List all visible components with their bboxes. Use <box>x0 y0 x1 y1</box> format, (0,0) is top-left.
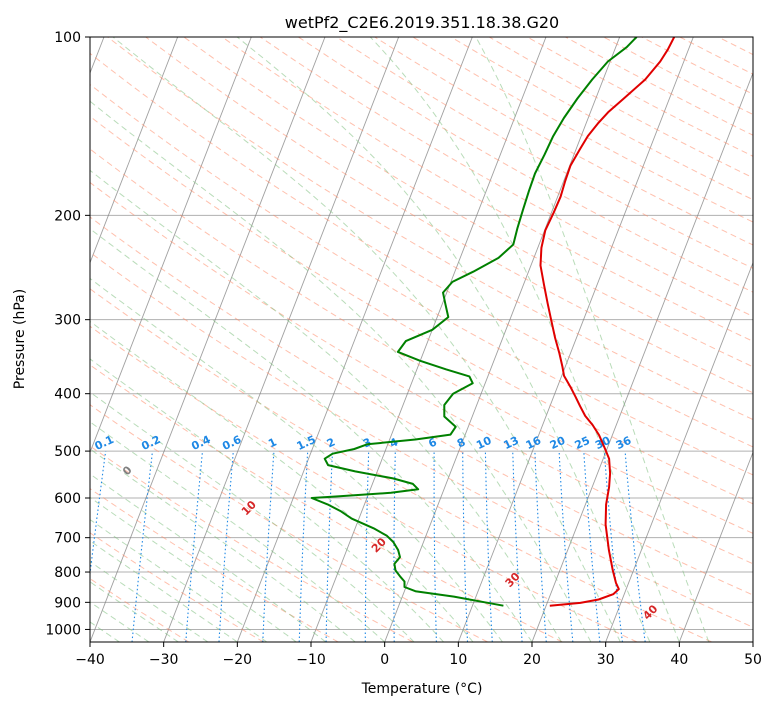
x-tick-label: 30 <box>597 652 615 668</box>
x-tick-label: 10 <box>449 652 467 668</box>
y-tick-label: 500 <box>54 444 81 460</box>
y-tick-label: 200 <box>54 208 81 224</box>
y-tick-label: 1000 <box>45 622 81 638</box>
x-tick-label: −20 <box>223 652 253 668</box>
y-tick-label: 300 <box>54 313 81 329</box>
chart-title: wetPf2_C2E6.2019.351.18.38.G20 <box>285 13 559 33</box>
x-tick-label: 40 <box>670 652 688 668</box>
y-tick-label: 900 <box>54 595 81 611</box>
y-tick-label: 800 <box>54 565 81 581</box>
x-tick-label: 0 <box>380 652 389 668</box>
x-tick-label: 20 <box>523 652 541 668</box>
y-tick-label: 700 <box>54 531 81 547</box>
x-tick-label: 50 <box>744 652 762 668</box>
y-tick-label: 400 <box>54 387 81 403</box>
x-tick-label: −10 <box>296 652 326 668</box>
y-axis-label: Pressure (hPa) <box>12 289 28 389</box>
x-axis-label: Temperature (°C) <box>361 681 483 697</box>
x-tick-label: −30 <box>149 652 179 668</box>
x-tick-label: −40 <box>75 652 105 668</box>
y-tick-label: 100 <box>54 30 81 46</box>
y-tick-label: 600 <box>54 491 81 507</box>
